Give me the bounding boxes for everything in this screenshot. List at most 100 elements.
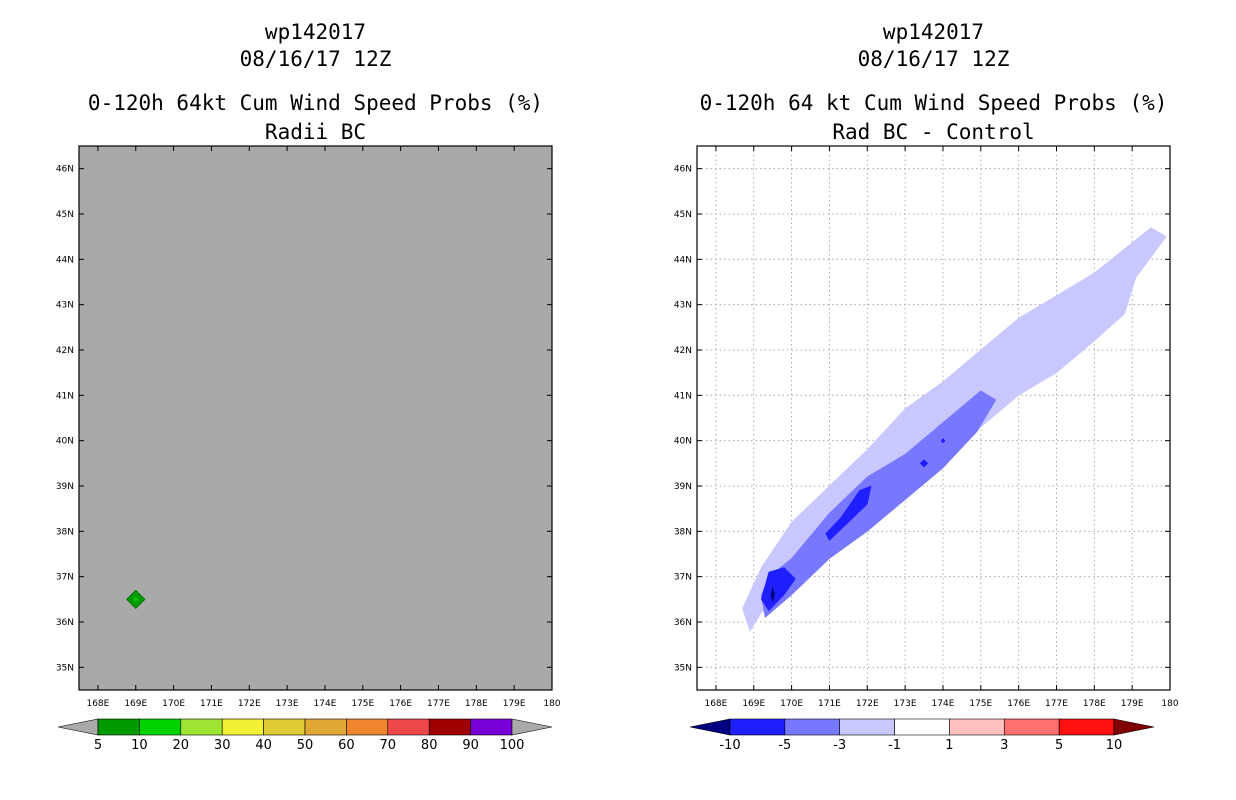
left-xtick-label: 173E xyxy=(276,699,299,709)
left-colorbar-label: 50 xyxy=(297,738,314,753)
right-ytick-label: 37N xyxy=(674,573,692,583)
right-contour-1 xyxy=(760,390,997,619)
left-colorbar-label: 30 xyxy=(214,738,231,753)
right-xtick-label: 170E xyxy=(780,699,803,709)
right-ytick-label: 42N xyxy=(674,346,692,356)
right-ytick-label: 41N xyxy=(674,391,692,401)
right-contour-6 xyxy=(770,586,775,603)
left-plot-frame xyxy=(78,145,553,691)
left-ytick-label: 40N xyxy=(56,437,74,447)
left-xtick-label: 169E xyxy=(124,699,147,709)
right-contour-3 xyxy=(825,485,872,541)
right-ytick-label: 45N xyxy=(674,210,692,220)
right-plot-frame xyxy=(696,145,1171,691)
left-chart-title: 0-120h 64kt Cum Wind Speed Probs (%) xyxy=(87,91,544,115)
left-xtick-label: 172E xyxy=(238,699,261,709)
left-datetime: 08/16/17 12Z xyxy=(239,47,392,71)
right-ytick-label: 36N xyxy=(674,618,692,628)
right-ytick-label: 43N xyxy=(674,301,692,311)
right-colorbar-label: 10 xyxy=(1106,738,1123,753)
right-colorbar-label: 3 xyxy=(1000,738,1008,753)
left-colorbar-swatch xyxy=(221,718,264,736)
left-ytick-label: 46N xyxy=(56,165,74,175)
left-colorbar-label: 10 xyxy=(131,738,148,753)
right-colorbar-swatch xyxy=(1058,718,1115,736)
right-colorbar-label: -1 xyxy=(888,738,901,753)
right-colorbar-over xyxy=(1113,718,1155,736)
right-xtick-label: 174E xyxy=(932,699,955,709)
left-xtick-label: 179E xyxy=(503,699,526,709)
right-datetime: 08/16/17 12Z xyxy=(857,47,1010,71)
left-colorbar-label: 40 xyxy=(255,738,272,753)
left-ytick-label: 38N xyxy=(56,527,74,537)
left-xtick-label: 177E xyxy=(427,699,450,709)
left-colorbar-label: 80 xyxy=(421,738,438,753)
right-ytick-label: 38N xyxy=(674,527,692,537)
right-storm-id: wp142017 xyxy=(882,20,985,44)
left-colorbar-label: 5 xyxy=(94,738,102,753)
left-colorbar-swatch xyxy=(470,718,513,736)
right-colorbar-label: -10 xyxy=(719,738,740,753)
left-ytick-label: 35N xyxy=(56,663,74,673)
left-colorbar-under xyxy=(57,718,99,736)
right-colorbar-swatch xyxy=(729,718,786,736)
right-xtick-label: 180 xyxy=(1161,699,1178,709)
right-ytick-label: 40N xyxy=(674,437,692,447)
right-xtick-label: 175E xyxy=(969,699,992,709)
left-xtick-label: 174E xyxy=(314,699,337,709)
left-xtick-label: 176E xyxy=(389,699,412,709)
left-xtick-label: 171E xyxy=(200,699,223,709)
left-ytick-label: 43N xyxy=(56,301,74,311)
right-chart-title: 0-120h 64 kt Cum Wind Speed Probs (%) xyxy=(699,91,1168,115)
right-contour-4 xyxy=(919,459,929,468)
left-colorbar-swatch xyxy=(263,718,306,736)
right-contour-2 xyxy=(760,567,796,612)
left-ytick-label: 37N xyxy=(56,573,74,583)
right-xtick-label: 178E xyxy=(1083,699,1106,709)
left-colorbar-label: 90 xyxy=(462,738,479,753)
right-colorbar-swatch xyxy=(949,718,1005,736)
left-plot-background xyxy=(79,146,552,690)
left-colorbar-swatch xyxy=(346,718,389,736)
right-xtick-label: 177E xyxy=(1045,699,1068,709)
left-colorbar-label: 100 xyxy=(500,738,525,753)
right-colorbar-under xyxy=(689,718,731,736)
right-colorbar-label: 1 xyxy=(945,738,953,753)
left-ytick-label: 44N xyxy=(56,255,74,265)
left-chart-group: 168E 169E 170E 171E 172E 173E 174E 175E 176E 177E… xyxy=(56,145,561,753)
right-colorbar-swatch xyxy=(894,718,950,736)
right-colorbar-swatch xyxy=(839,718,895,736)
left-colorbar-swatch xyxy=(428,718,471,736)
left-xtick-label: 175E xyxy=(351,699,374,709)
right-xtick-label: 171E xyxy=(818,699,841,709)
left-storm-id: wp142017 xyxy=(264,20,367,44)
right-ytick-label: 35N xyxy=(674,663,692,673)
left-ytick-label: 41N xyxy=(56,391,74,401)
right-xtick-label: 179E xyxy=(1121,699,1144,709)
right-chart-group: 168E 169E 170E 171E 172E 173E 174E 175E 176E 177E… xyxy=(674,145,1179,753)
right-colorbar-swatch xyxy=(1003,718,1060,736)
right-colorbar-label: -5 xyxy=(778,738,791,753)
left-colorbar-label: 70 xyxy=(380,738,397,753)
right-xtick-label: 168E xyxy=(704,699,727,709)
left-ytick-label: 36N xyxy=(56,618,74,628)
left-xtick-label: 170E xyxy=(162,699,185,709)
left-colorbar-swatch xyxy=(97,718,140,736)
right-ytick-label: 46N xyxy=(674,165,692,175)
left-xtick-label: 180 xyxy=(543,699,560,709)
left-colorbar-label: 20 xyxy=(173,738,190,753)
right-colorbar-swatch xyxy=(784,718,841,736)
left-colorbar-swatch xyxy=(304,718,347,736)
left-ytick-label: 39N xyxy=(56,482,74,492)
right-xtick-label: 169E xyxy=(742,699,765,709)
right-colorbar-label: -3 xyxy=(833,738,846,753)
left-ytick-label: 45N xyxy=(56,210,74,220)
left-colorbar-swatch xyxy=(387,718,430,736)
right-xtick-label: 172E xyxy=(856,699,879,709)
left-chart-subtitle: Radii BC xyxy=(264,120,367,144)
left-colorbar-swatch xyxy=(180,718,223,736)
left-xtick-label: 168E xyxy=(86,699,109,709)
right-ytick-label: 44N xyxy=(674,255,692,265)
left-xtick-label: 178E xyxy=(465,699,488,709)
